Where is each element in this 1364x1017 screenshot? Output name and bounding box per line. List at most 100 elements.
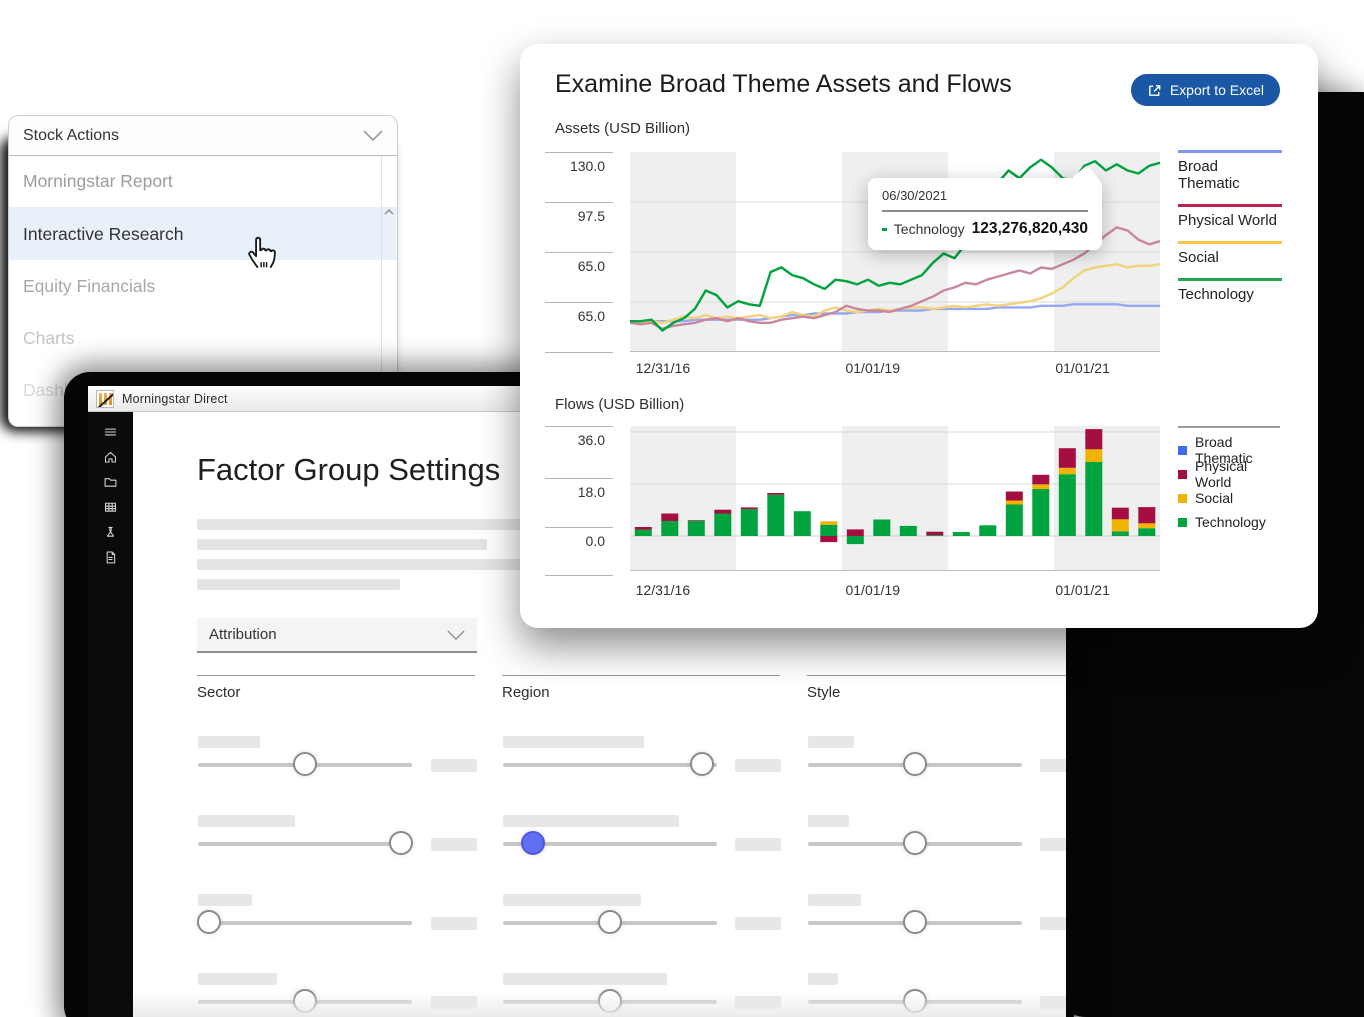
y-tick-label: 0.0 (585, 533, 605, 549)
y-tick-label: 97.5 (577, 208, 605, 224)
legend-item-social[interactable]: Social (1178, 241, 1282, 266)
menu-icon[interactable] (103, 424, 118, 440)
legend-item-social[interactable]: Social (1178, 486, 1282, 510)
legend-item-physical-world[interactable]: Physical World (1178, 458, 1282, 490)
bar-segment-technology (926, 535, 944, 536)
slider-handle[interactable] (293, 752, 317, 776)
slider-track[interactable] (503, 910, 717, 934)
dropdown-item-charts[interactable]: Charts (23, 327, 75, 348)
dropdown-list: Morningstar Report Interactive Research Eq… (9, 156, 397, 416)
x-tick-label: 12/31/16 (635, 582, 691, 598)
bar-segment-technology (740, 509, 758, 536)
slider-handle[interactable] (903, 910, 927, 934)
slider-value-skeleton (431, 917, 477, 930)
slider-track[interactable] (503, 752, 717, 776)
slider-handle[interactable] (903, 752, 927, 776)
home-icon[interactable] (103, 449, 118, 465)
bar-segment-physical-world (714, 509, 732, 514)
dropdown-item-morningstar-report[interactable]: Morningstar Report (9, 156, 397, 208)
bar-segment-physical-world (1111, 507, 1129, 520)
bar-segment-social (1138, 523, 1156, 529)
slider-handle[interactable] (598, 910, 622, 934)
bar-segment-social (1032, 484, 1050, 489)
skeleton-text-line (197, 519, 532, 530)
slider-value-skeleton (1040, 838, 1066, 851)
skeleton-text-line (197, 539, 487, 550)
document-icon[interactable] (103, 549, 118, 565)
slider-value-skeleton (735, 917, 781, 930)
slider-label-skeleton (808, 973, 838, 985)
column-divider (807, 675, 1066, 676)
slider-label-skeleton (808, 894, 861, 906)
slider-handle[interactable] (520, 831, 545, 855)
slider-value-skeleton (1040, 917, 1066, 930)
slider-label-skeleton (198, 894, 252, 906)
flask-icon[interactable] (103, 524, 118, 540)
bar-segment-technology (1058, 474, 1076, 536)
y-tick-label: 130.0 (569, 158, 605, 174)
legend-item-broad-thematic[interactable]: Broad Thematic (1178, 434, 1282, 466)
chevron-down-icon (447, 629, 465, 640)
slider-handle[interactable] (903, 831, 927, 855)
bar-segment-technology (952, 532, 970, 536)
slider-track[interactable] (196, 910, 412, 934)
legend-swatch (1178, 517, 1187, 527)
legend-item-technology[interactable]: Technology (1178, 510, 1282, 534)
legend-swatch (1178, 493, 1187, 503)
bar-segment-technology (1032, 488, 1050, 536)
tooltip-value: 123,276,820,430 (971, 220, 1088, 237)
y-tick (545, 302, 613, 303)
slider-handle[interactable] (690, 752, 715, 776)
bar-segment-technology (661, 521, 679, 536)
export-to-excel-button[interactable]: Export to Excel (1130, 74, 1280, 106)
flows-legend: Broad Thematic Physical World Social Techno… (1178, 426, 1282, 534)
bar-segment-physical-world (767, 493, 785, 495)
y-tick-label: 65.0 (577, 308, 605, 324)
legend-swatch (1178, 469, 1187, 479)
slider-handle[interactable] (196, 910, 221, 934)
slider-value-skeleton (735, 759, 781, 772)
slider-label-skeleton (198, 736, 260, 748)
bar-segment-social (1111, 519, 1129, 532)
y-tick-label: 18.0 (577, 484, 605, 500)
slider-track[interactable] (503, 831, 717, 855)
bar-segment-technology (1005, 504, 1023, 536)
scrollbar[interactable] (381, 156, 397, 426)
legend-item-physical-world[interactable]: Physical World (1178, 204, 1282, 229)
slider-track[interactable] (808, 910, 1022, 934)
bar-segment-physical-world (846, 529, 864, 536)
legend-item-broad-thematic[interactable]: Broad Thematic (1178, 150, 1282, 192)
slider-track[interactable] (808, 831, 1022, 855)
bar-segment-physical-world (820, 536, 838, 543)
slider-handle[interactable] (389, 831, 414, 855)
y-tick-label: 65.0 (577, 258, 605, 274)
bar-segment-physical-world (740, 507, 758, 510)
dropdown-item-interactive-research[interactable]: Interactive Research (9, 208, 397, 260)
slider-value-skeleton (431, 838, 477, 851)
skeleton-text-line (197, 579, 400, 590)
flows-plot[interactable] (630, 426, 1160, 571)
chevron-up-icon[interactable] (384, 208, 394, 215)
card-title: Examine Broad Theme Assets and Flows (555, 70, 1012, 98)
assets-y-axis: 130.0 97.5 65.0 65.0 (545, 152, 613, 367)
bar-segment-physical-world (1085, 429, 1103, 450)
slider-label-skeleton (198, 973, 277, 985)
legend-item-technology[interactable]: Technology (1178, 278, 1282, 303)
column-header-sector: Sector (197, 684, 241, 701)
dropdown-header[interactable]: Stock Actions (9, 116, 397, 156)
grid-icon[interactable] (103, 499, 118, 515)
x-tick-label: 01/01/21 (1055, 360, 1110, 376)
dropdown-item-equity-financials[interactable]: Equity Financials (23, 275, 156, 296)
slider-track[interactable] (198, 752, 412, 776)
slider-track[interactable] (198, 831, 414, 855)
slider-label-skeleton (503, 973, 667, 985)
export-label: Export to Excel (1169, 82, 1264, 98)
attribution-dropdown[interactable]: Attribution (197, 618, 477, 653)
bar-segment-social (1085, 449, 1103, 462)
column-divider (502, 675, 780, 676)
slider-track[interactable] (808, 752, 1022, 776)
folder-icon[interactable] (103, 474, 118, 490)
column-divider (197, 675, 475, 676)
y-tick (545, 152, 613, 153)
